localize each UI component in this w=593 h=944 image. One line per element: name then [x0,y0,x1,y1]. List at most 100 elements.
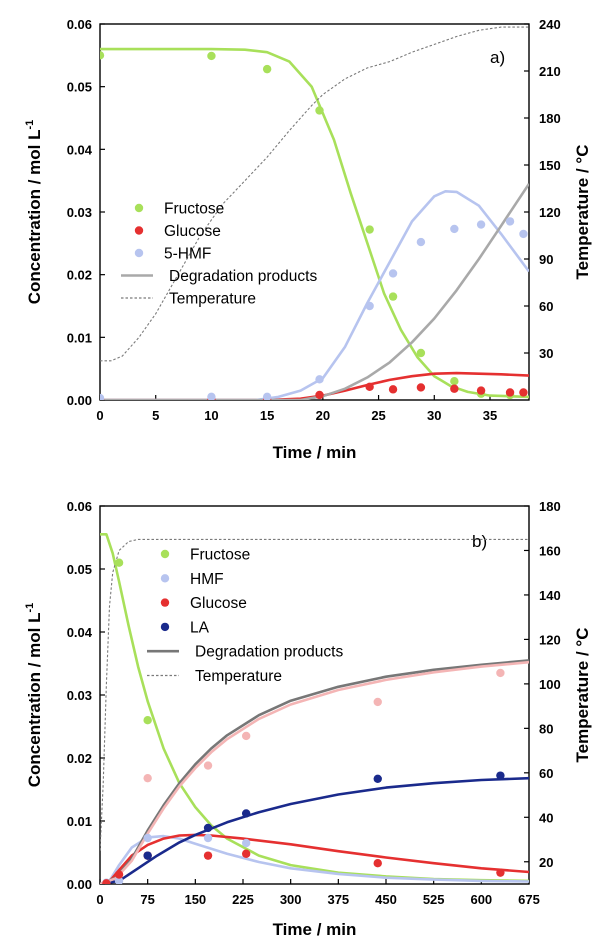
legend-label-degradation-products: Degradation products [169,268,317,285]
glucose-point [102,879,111,884]
degradation-fit-line [100,660,529,884]
hmf-point [114,876,124,884]
y-axis-title: Concentration / mol L-1 [24,603,44,788]
y2-tick-label: 30 [539,346,553,361]
5-hmf-point [476,220,486,229]
5-hmf-point [416,237,426,247]
fructose-point [388,292,398,301]
5-hmf-point [519,229,528,239]
la-point [143,851,152,860]
glucose-model-line [100,833,529,884]
plot-area [100,26,529,400]
legend-label-fructose: Fructose [164,201,224,218]
x-tick-label: 10 [204,408,218,423]
x-tick-label: 35 [483,408,497,423]
y-tick-label: 0.04 [67,142,93,157]
y2-tick-label: 140 [539,588,561,603]
y2-tick-label: 150 [539,158,561,173]
legend-swatch-glucose [160,598,170,607]
x-tick-label: 600 [470,892,492,907]
y2-tick-label: 60 [539,299,553,314]
y-tick-label: 0.06 [67,499,92,514]
hmf-point [203,833,213,843]
glucose-model-line [100,371,529,400]
y2-tick-label: 180 [539,499,561,514]
x-tick-label: 5 [152,408,159,423]
5-hmf-point [207,392,216,400]
fructose-point [100,51,105,60]
glucose-point [496,868,505,877]
x-tick-label: 225 [232,892,254,907]
y-axis-title: Concentration / mol L-1 [24,120,44,305]
y-tick-label: 0.01 [67,330,92,345]
fructose-point [207,51,216,61]
y2-axis-title: Temperature / °C [573,145,592,280]
y2-tick-label: 120 [539,205,561,220]
fructose-point [315,106,324,115]
x-tick-label: 0 [96,408,103,423]
y-tick-label: 0.01 [67,814,92,829]
chart-panel-a: 0 5 10 15 20 25 30 35 0.00 0.01 0.02 0.03 0.04 0.05 0.… [24,17,592,462]
y2-axis-title: Temperature / °C [573,628,592,763]
y2-tick-label: 160 [539,543,561,558]
y2-tick-label: 210 [539,64,561,79]
x-tick-label: 375 [327,892,349,907]
glucose-point [505,388,515,397]
y2-tick-label: 100 [539,677,561,692]
5-hmf-point [388,269,398,278]
degradation-products-data-point [373,697,382,707]
legend-swatch-la [160,622,170,632]
y-tick-label: 0.02 [67,751,92,766]
y2-tick-label: 120 [539,632,561,647]
y2-tick-label: 240 [539,17,561,32]
5-hmf-point [100,393,105,400]
glucose-point [114,870,124,879]
legend-label-fructose: Fructose [190,547,250,564]
x-tick-label: 30 [427,408,441,423]
legend-label-la: LA [190,619,210,636]
5-hmf-point [450,224,459,234]
x-tick-label: 300 [280,892,302,907]
fructose-point [114,558,124,567]
5-hmf-point [315,375,324,384]
degradation-products-data-point [241,731,251,741]
y-tick-label: 0.04 [67,625,93,640]
fructose-point [365,225,374,234]
legend-swatch-5-hmf [134,248,144,258]
y-tick-label: 0.03 [67,688,92,703]
x-tick-label: 15 [260,408,274,423]
degradation-products-data-point [143,773,152,783]
degradation-products-data-point [203,761,213,770]
legend-swatch-fructose [160,549,170,559]
legend-swatch-fructose [134,203,144,213]
hmf-point [143,833,152,843]
panel-label: a) [490,48,505,67]
x-axis-title: Time / min [273,920,357,939]
fructose-point [262,64,272,74]
legend-swatch-hmf [160,574,170,583]
y-tick-label: 0.00 [67,877,92,892]
x-tick-label: 525 [423,892,445,907]
temperature-line [100,26,529,362]
glucose-point [203,851,213,860]
hmf-model-line [100,834,529,884]
la-point [241,809,251,818]
y2-tick-label: 60 [539,766,553,781]
y-tick-label: 0.06 [67,17,92,32]
legend-label-degradation-products: Degradation products [195,644,343,661]
y2-tick-label: 180 [539,111,561,126]
x-tick-label: 150 [184,892,206,907]
panel-label: b) [472,532,487,551]
legend-label-hmf: HMF [190,571,224,588]
y2-tick-label: 80 [539,721,553,736]
fructose-point [450,377,459,386]
hmf-point [241,838,251,848]
x-tick-label: 675 [518,892,540,907]
glucose-point [365,382,374,392]
x-axis-title: Time / min [273,443,357,462]
legend-label-5-hmf: 5-HMF [164,246,211,263]
la-model-line [100,776,529,884]
y-axis-title-superscript: -1 [24,603,36,613]
x-tick-label: 20 [316,408,330,423]
